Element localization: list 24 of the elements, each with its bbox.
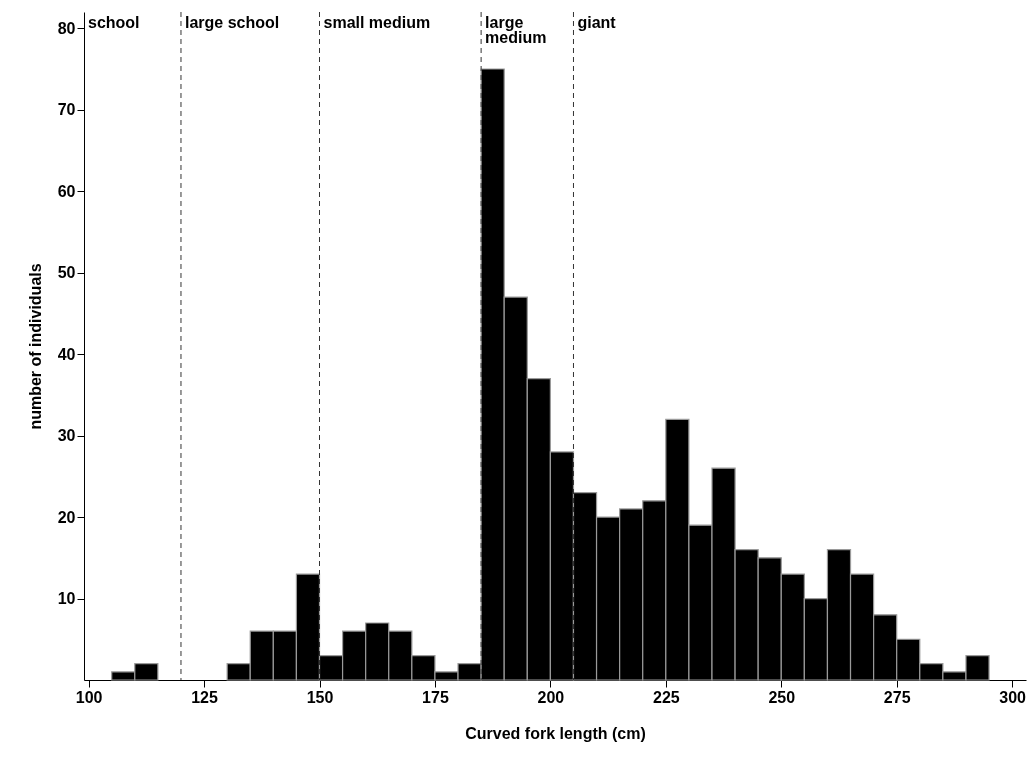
x-tick-label: 250 bbox=[768, 688, 796, 706]
y-axis-title: number of individuals bbox=[26, 263, 44, 430]
annotation: school bbox=[88, 14, 140, 31]
x-tick-label: 125 bbox=[191, 688, 218, 706]
y-tick-label: 60 bbox=[57, 182, 76, 200]
y-tick-label: 50 bbox=[57, 264, 76, 282]
ref-line-label: large medium bbox=[485, 14, 547, 46]
y-tick-label: 10 bbox=[57, 590, 76, 608]
x-tick-label: 175 bbox=[422, 688, 449, 706]
y-tick-label: 20 bbox=[57, 508, 76, 526]
x-tick-label: 300 bbox=[999, 688, 1027, 706]
y-tick-label: 70 bbox=[57, 101, 76, 119]
x-tick-label: 150 bbox=[306, 688, 334, 706]
y-tick-label: 40 bbox=[57, 345, 76, 363]
x-tick-label: 200 bbox=[537, 688, 565, 706]
x-axis-title: Curved fork length (cm) bbox=[465, 724, 646, 742]
ref-line-label: large school bbox=[184, 14, 280, 31]
x-tick-label: 275 bbox=[883, 688, 911, 706]
y-tick-label: 30 bbox=[57, 427, 76, 445]
ref-line-label: giant bbox=[577, 14, 617, 31]
y-tick-label: 80 bbox=[57, 19, 76, 37]
ref-line-label: small medium bbox=[323, 14, 431, 31]
x-tick-label: 225 bbox=[652, 688, 680, 706]
x-tick-label: 100 bbox=[75, 688, 103, 706]
